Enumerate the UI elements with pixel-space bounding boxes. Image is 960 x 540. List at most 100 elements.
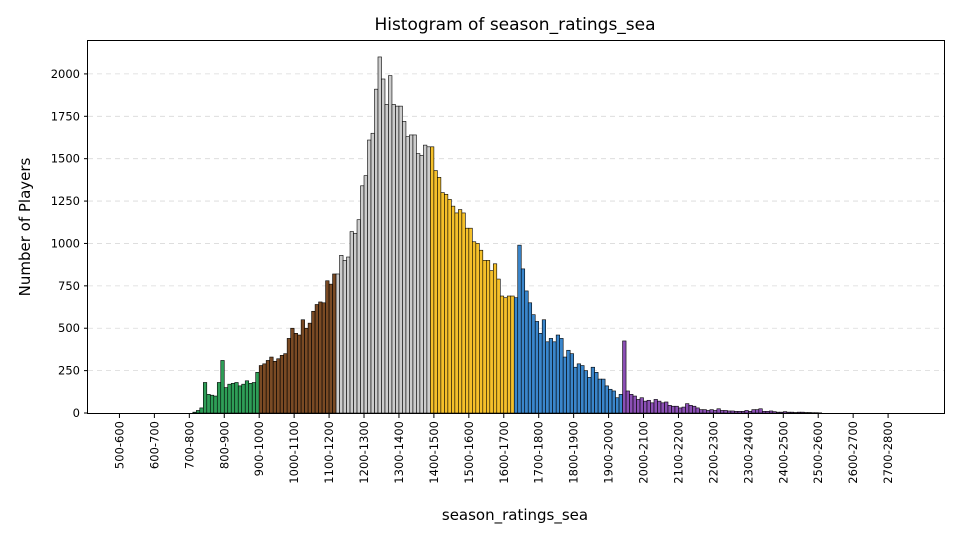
histogram-bar: [339, 255, 344, 414]
y-axis-title: Number of Players: [16, 157, 34, 296]
y-tick-label: 500: [58, 321, 80, 335]
histogram-bar: [423, 144, 428, 414]
histogram-bar: [440, 192, 445, 414]
x-tick-label: 700-800: [182, 421, 196, 469]
histogram-bar: [202, 382, 208, 414]
histogram-bar: [286, 338, 291, 414]
histogram-bar: [545, 341, 550, 414]
histogram-bar: [699, 409, 704, 414]
histogram-bar: [503, 297, 508, 414]
histogram-bar: [360, 185, 365, 414]
histogram-bar: [608, 388, 613, 414]
x-tick-label: 2500-2600: [811, 421, 825, 484]
histogram-bar: [559, 338, 564, 414]
histogram-bar: [209, 394, 215, 414]
histogram-bar: [755, 409, 760, 414]
histogram-bar: [216, 382, 222, 414]
histogram-bar: [272, 360, 277, 414]
x-tick-label: 1600-1700: [497, 421, 511, 484]
histogram-bar: [206, 394, 211, 414]
histogram-bar: [622, 340, 627, 414]
histogram-bar: [702, 409, 707, 414]
histogram-bar: [590, 366, 595, 414]
histogram-bar: [356, 219, 361, 414]
chart-title: Histogram of season_ratings_sea: [374, 15, 655, 35]
x-tick-label: 2600-2700: [846, 421, 860, 484]
histogram-bar: [573, 366, 578, 414]
histogram-bar: [444, 193, 449, 414]
histogram-bar: [695, 407, 700, 414]
x-tick-label: 1900-2000: [602, 421, 616, 484]
histogram-bar: [349, 231, 354, 414]
histogram-bar: [723, 410, 728, 414]
histogram-bar: [580, 365, 585, 414]
histogram-bar: [321, 302, 326, 414]
histogram-bar: [660, 402, 665, 414]
y-tick-label: 750: [58, 279, 80, 293]
histogram-bar: [297, 334, 302, 414]
histogram-bar: [517, 244, 522, 414]
histogram-bar: [520, 268, 526, 414]
histogram-bar: [751, 409, 756, 414]
histogram-bar: [367, 139, 372, 414]
histogram-bar: [569, 353, 574, 414]
y-tick-label: 1500: [51, 152, 80, 166]
histogram-bar: [213, 395, 218, 414]
histogram-bar: [430, 146, 435, 414]
histogram-bar: [527, 302, 533, 414]
histogram-bar: [720, 410, 725, 414]
x-axis-title: season_ratings_sea: [442, 506, 588, 525]
x-tick-label: 1800-1900: [567, 421, 581, 484]
histogram-bar: [300, 319, 305, 414]
histogram-bar: [748, 411, 753, 414]
histogram-bar: [482, 260, 487, 414]
histogram-bar: [314, 304, 319, 414]
y-tick-label: 0: [73, 406, 80, 420]
histogram-bar: [506, 295, 512, 414]
histogram-bar: [657, 400, 662, 414]
histogram-bar: [597, 378, 602, 414]
histogram-bar: [363, 175, 368, 414]
x-tick-label: 1200-1300: [357, 421, 371, 484]
histogram-bars: [192, 56, 823, 414]
y-tick-label: 1250: [51, 194, 80, 208]
histogram-bar: [276, 358, 281, 414]
histogram-bar: [468, 227, 473, 414]
histogram-bar: [248, 383, 253, 414]
histogram-bar: [769, 410, 774, 414]
histogram-bar: [765, 411, 770, 414]
histogram-bar: [433, 170, 438, 414]
histogram-bar: [629, 394, 634, 414]
histogram-bar: [318, 301, 323, 414]
histogram-bar: [269, 356, 274, 414]
histogram-bar: [727, 410, 732, 414]
x-axis-ticks: 500-600 600-700 700-800 800-900 900-1000 1000…: [112, 413, 895, 484]
x-tick-label: 1700-1800: [532, 421, 546, 484]
histogram-bar: [353, 232, 358, 414]
histogram-bar: [342, 260, 347, 414]
histogram-bar: [251, 382, 257, 414]
histogram-bar: [335, 273, 340, 414]
x-tick-label: 1300-1400: [392, 421, 406, 484]
histogram-bar: [758, 408, 763, 414]
y-tick-label: 250: [58, 364, 80, 378]
histogram-bar: [541, 319, 546, 414]
histogram-bar: [534, 321, 540, 414]
histogram-bar: [451, 205, 456, 414]
histogram-bar: [496, 278, 501, 414]
x-tick-label: 500-600: [112, 421, 126, 469]
histogram-bar: [230, 383, 236, 414]
histogram-bar: [258, 365, 263, 414]
histogram-bar: [576, 363, 581, 414]
histogram-bar: [419, 154, 424, 414]
y-axis-ticks: 0 250 500 750 1000 1250 1500 1750 2000: [51, 67, 88, 420]
x-tick-label: 1000-1100: [287, 421, 301, 484]
x-tick-label: 2100-2200: [671, 421, 685, 484]
histogram-bar: [664, 401, 669, 414]
histogram-bar: [566, 349, 571, 414]
histogram-bar: [307, 322, 312, 414]
histogram-bar: [391, 104, 396, 414]
histogram-bar: [279, 355, 284, 414]
histogram-bar: [346, 256, 351, 414]
